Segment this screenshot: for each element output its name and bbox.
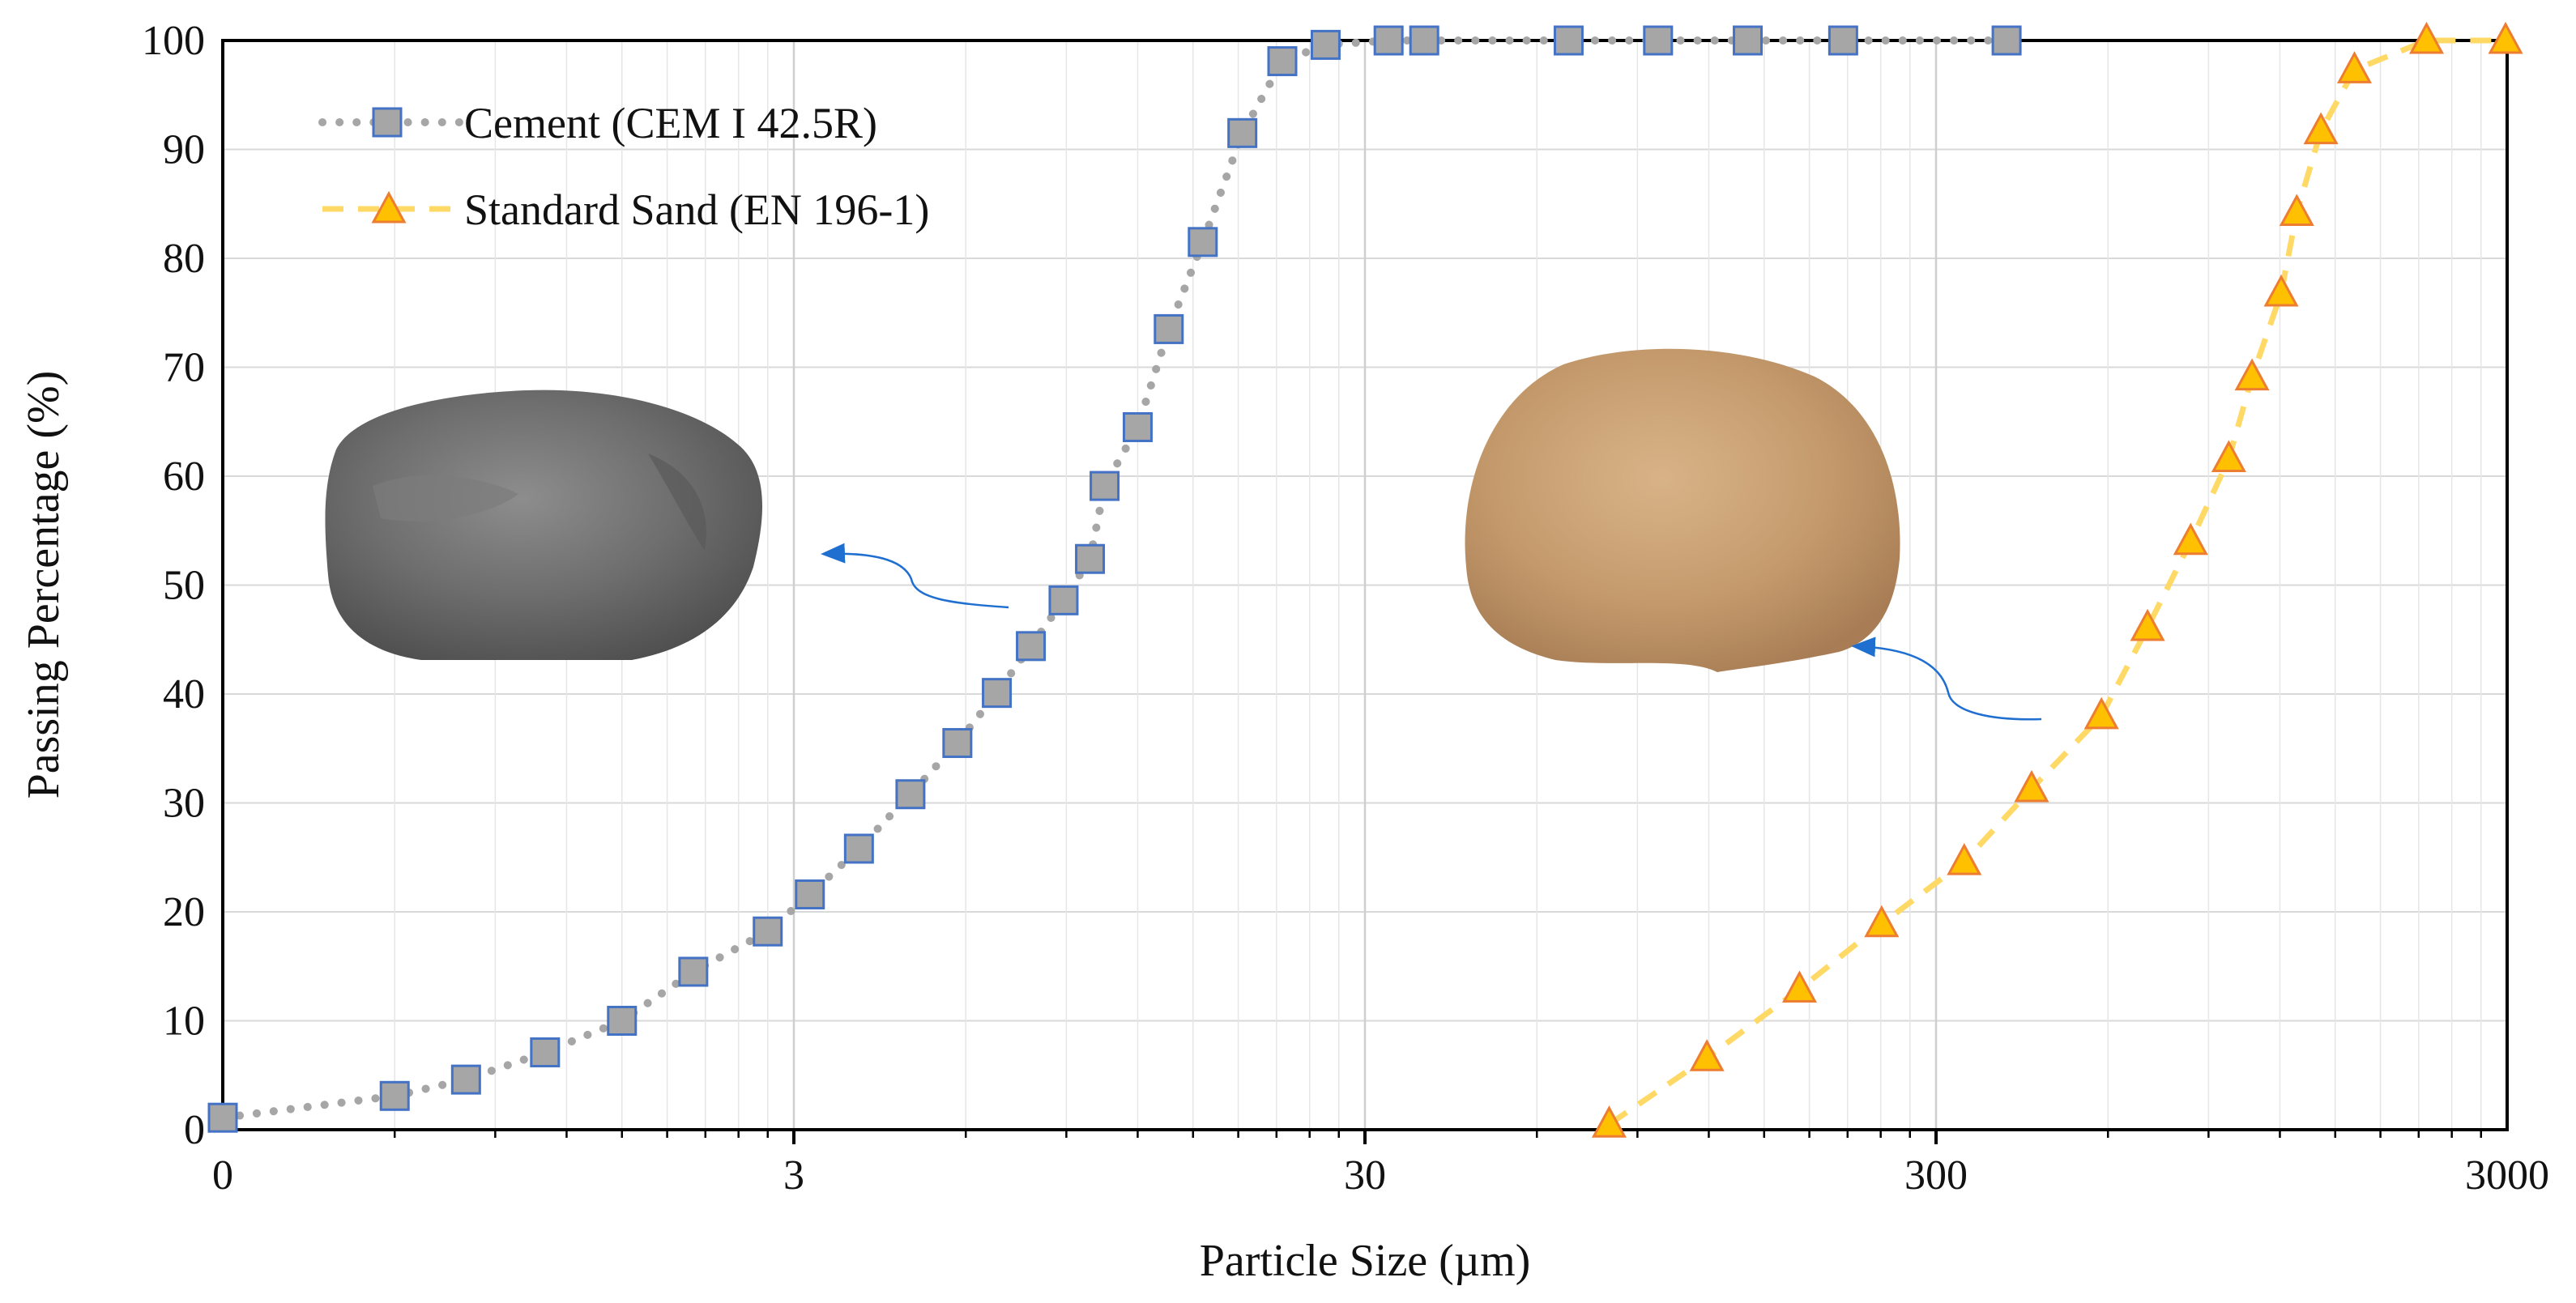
- series-0-point: [1016, 631, 1047, 662]
- legend-cement-marker: [372, 107, 403, 138]
- series-0-point: [1154, 313, 1184, 344]
- y-tick-label: 60: [163, 453, 205, 500]
- series-0-point: [607, 1006, 638, 1036]
- series-1-point: [2130, 608, 2165, 641]
- series-0-point: [1409, 25, 1439, 56]
- series-1-point: [1781, 970, 1817, 1003]
- series-0-point: [942, 728, 973, 759]
- y-tick-label: 0: [184, 1107, 205, 1153]
- y-axis-title: Passing Percentage (%): [19, 371, 69, 799]
- series-0-point: [982, 678, 1013, 709]
- series-1-point: [1864, 905, 1900, 938]
- series-0-point: [1991, 25, 2022, 56]
- series-1-point: [2408, 21, 2445, 54]
- x-axis-title: Particle Size (µm): [1200, 1236, 1531, 1286]
- series-1-point: [1689, 1039, 1725, 1071]
- series-0-point: [1733, 25, 1764, 56]
- y-tick-label: 100: [142, 18, 205, 64]
- x-tick-label: 3: [783, 1152, 804, 1199]
- x-tick-label: 3000: [2465, 1152, 2549, 1199]
- x-tick-labels: 0 3 30 300 3000: [212, 1152, 2549, 1199]
- y-tick-label: 70: [163, 345, 205, 391]
- series-1-point: [2279, 194, 2314, 227]
- series-0-point: [843, 833, 874, 864]
- y-tick-label: 80: [163, 236, 205, 282]
- series-0-point: [530, 1037, 561, 1068]
- series-0-point: [1373, 25, 1404, 56]
- series-1-point: [2083, 696, 2119, 730]
- x-tick-label: 0: [212, 1152, 233, 1199]
- y-tick-label: 30: [163, 781, 205, 827]
- series-1-point: [2303, 112, 2339, 145]
- series-0-point: [678, 956, 709, 987]
- legend-cement-label: Cement (CEM I 42.5R): [464, 99, 877, 147]
- y-tick-label: 90: [163, 127, 205, 173]
- y-tick-label: 50: [163, 563, 205, 609]
- legend: Cement (CEM I 42.5R) Standard Sand (EN 1…: [318, 99, 929, 234]
- legend-item-sand: Standard Sand (EN 196-1): [322, 185, 929, 234]
- series-0-point: [379, 1080, 410, 1111]
- series-1-point: [2211, 440, 2246, 472]
- series-1-point: [2234, 358, 2270, 391]
- y-tick-label: 10: [163, 999, 205, 1045]
- series-1-point: [1591, 1105, 1627, 1138]
- series-1-point: [1947, 842, 1982, 875]
- series-0-point: [207, 1102, 238, 1133]
- axis-ticks: [393, 1130, 2482, 1144]
- cement-arrow: [821, 543, 1009, 609]
- legend-item-cement: Cement (CEM I 42.5R): [318, 99, 877, 147]
- cement-photo: [325, 390, 763, 660]
- series-0-point: [1310, 29, 1341, 60]
- series: [207, 21, 2523, 1138]
- series-0-point: [795, 879, 825, 909]
- series-0-point: [1090, 471, 1120, 501]
- sand-arrow: [1851, 637, 2042, 721]
- legend-sand-marker: [371, 190, 407, 224]
- series-1-point: [2263, 274, 2299, 307]
- series-0-point: [1075, 543, 1106, 574]
- legend-sand-label: Standard Sand (EN 196-1): [464, 185, 929, 234]
- series-0-point: [450, 1064, 481, 1095]
- series-0-point: [1048, 585, 1079, 615]
- series-0-point: [1227, 117, 1258, 148]
- sand-photo: [1465, 348, 1900, 672]
- y-tick-labels: 0 10 20 30 40 50 60 70 80 90 100: [142, 18, 205, 1153]
- x-tick-label: 300: [1904, 1152, 1968, 1199]
- series-0-point: [1643, 25, 1674, 56]
- series-1-point: [2488, 21, 2523, 54]
- series-1-point: [2014, 769, 2049, 803]
- series-0-point: [1188, 227, 1218, 258]
- series-0-point: [1553, 25, 1584, 56]
- series-1-point: [2173, 522, 2208, 556]
- series-0-point: [1267, 46, 1298, 77]
- series-0-point: [895, 779, 926, 810]
- series-0-point: [1122, 411, 1153, 442]
- series-1-point: [2336, 51, 2372, 83]
- x-tick-label: 30: [1344, 1152, 1386, 1199]
- y-tick-label: 40: [163, 671, 205, 718]
- series-0-point: [753, 916, 783, 947]
- y-tick-label: 20: [163, 889, 205, 935]
- series-0-point: [1828, 25, 1858, 56]
